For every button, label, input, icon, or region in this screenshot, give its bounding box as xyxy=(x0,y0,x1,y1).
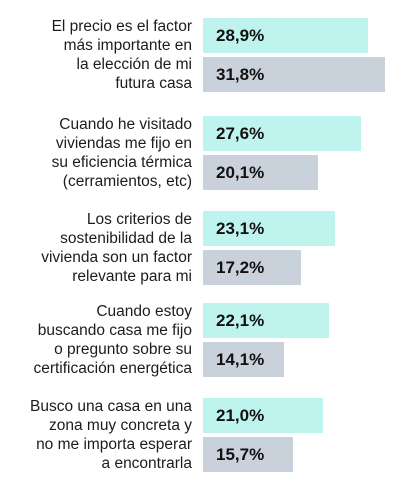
category-label: Los criterios de sostenibilidad de la vi… xyxy=(41,211,192,285)
bar-value-label: 27,6% xyxy=(216,124,265,143)
bar-series-2: 15,7% xyxy=(203,437,293,472)
category-label: Cuando estoy buscando casa me fijo o pre… xyxy=(33,303,192,377)
bar-series-2: 14,1% xyxy=(203,342,284,377)
bar-series-2: 31,8% xyxy=(203,57,385,92)
bar-value-label: 28,9% xyxy=(216,26,265,45)
bar-value-label: 14,1% xyxy=(216,350,265,369)
bar-series-1: 27,6% xyxy=(203,116,361,151)
bar-value-label: 31,8% xyxy=(216,65,265,84)
bar-value-label: 20,1% xyxy=(216,163,265,182)
bar-series-2: 20,1% xyxy=(203,155,319,190)
category-label: El precio es el factor más importante en… xyxy=(51,18,192,92)
bar-series-1: 21,0% xyxy=(203,398,324,433)
bar-series-2: 17,2% xyxy=(203,250,302,285)
bar-value-label: 15,7% xyxy=(216,445,265,464)
bar-series-1: 28,9% xyxy=(203,18,369,53)
bar-value-label: 17,2% xyxy=(216,258,265,277)
bar-value-label: 23,1% xyxy=(216,219,265,238)
category-label: Cuando he visitado viviendas me fijo en … xyxy=(51,116,192,190)
bar-value-label: 22,1% xyxy=(216,311,265,330)
bar-value-label: 21,0% xyxy=(216,406,265,425)
bar-series-1: 23,1% xyxy=(203,211,336,246)
bar-series-1: 22,1% xyxy=(203,303,330,338)
category-label: Busco una casa en una zona muy concreta … xyxy=(29,398,192,472)
